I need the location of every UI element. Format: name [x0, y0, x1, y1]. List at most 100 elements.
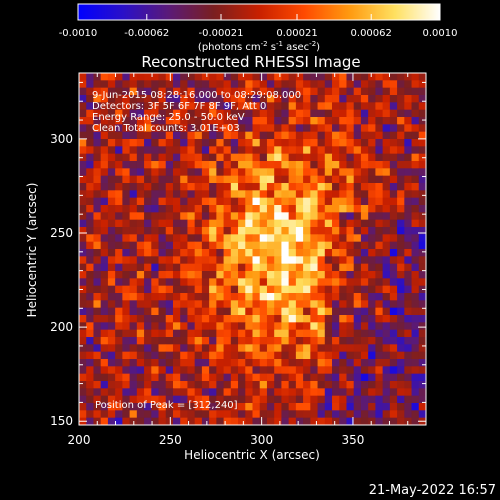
heatmap-cell — [252, 109, 261, 118]
heatmap-cell — [86, 212, 94, 221]
heatmap-cell — [274, 403, 282, 411]
heatmap-cell — [115, 212, 123, 221]
heatmap-cell — [295, 300, 304, 309]
heatmap-cell — [172, 139, 181, 147]
heatmap-cell — [397, 139, 405, 147]
heatmap-cell — [151, 102, 159, 111]
heatmap-cell — [382, 249, 391, 257]
heatmap-cell — [136, 117, 145, 125]
heatmap-cell — [216, 263, 224, 272]
heatmap-cell — [201, 337, 210, 345]
heatmap-cell — [332, 366, 340, 375]
heatmap-cell — [360, 95, 369, 103]
heatmap-cell — [339, 102, 347, 111]
heatmap-cell — [317, 329, 326, 338]
heatmap-cell — [418, 300, 426, 309]
heatmap-cell — [339, 256, 347, 265]
heatmap-cell — [382, 197, 391, 206]
heatmap-cell — [288, 381, 297, 389]
heatmap-cell — [266, 87, 275, 96]
heatmap-cell — [100, 168, 109, 177]
heatmap-cell — [245, 285, 253, 294]
heatmap-cell — [404, 80, 412, 89]
heatmap-cell — [317, 256, 326, 265]
heatmap-cell — [295, 278, 304, 287]
heatmap-cell — [353, 153, 362, 162]
heatmap-cell — [180, 102, 188, 111]
heatmap-cell — [295, 403, 304, 411]
heatmap-cell — [158, 410, 167, 419]
heatmap-cell — [310, 80, 318, 89]
heatmap-cell — [310, 395, 318, 404]
heatmap-cell — [353, 80, 362, 89]
heatmap-cell — [165, 190, 174, 199]
heatmap-cell — [360, 263, 369, 272]
heatmap-cell — [187, 403, 196, 411]
heatmap-cell — [115, 124, 123, 133]
heatmap-cell — [79, 337, 87, 345]
heatmap-cell — [324, 263, 333, 272]
heatmap-cell — [209, 109, 217, 118]
colorbar-ticks: -0.0010 -0.00062 -0.00021 0.00021 0.00062 0.0… — [59, 14, 458, 39]
heatmap-cell — [332, 197, 340, 206]
heatmap-cell — [389, 322, 398, 331]
heatmap-cell — [86, 395, 94, 404]
heatmap-cell — [360, 337, 369, 345]
heatmap-cell — [172, 241, 181, 250]
heatmap-cell — [368, 117, 376, 125]
heatmap-cell — [158, 373, 167, 382]
heatmap-cell — [245, 293, 253, 301]
heatmap-cell — [172, 366, 181, 375]
heatmap-cell — [136, 139, 145, 147]
heatmap-cell — [223, 241, 232, 250]
heatmap-cell — [295, 205, 304, 213]
heatmap-cell — [274, 124, 282, 133]
heatmap-cell — [266, 102, 275, 111]
heatmap-cell — [158, 124, 167, 133]
heatmap-cell — [100, 131, 109, 140]
heatmap-cell — [252, 153, 261, 162]
heatmap-cell — [288, 417, 297, 425]
heatmap-cell — [288, 102, 297, 111]
heatmap-cell — [266, 388, 275, 397]
heatmap-cell — [79, 263, 87, 272]
heatmap-cell — [353, 109, 362, 118]
heatmap-cell — [389, 278, 398, 287]
heatmap-cell — [303, 117, 311, 125]
heatmap-cell — [194, 249, 203, 257]
heatmap-cell — [411, 337, 420, 345]
heatmap-cell — [158, 227, 167, 235]
heatmap-cell — [216, 73, 224, 81]
heatmap-cell — [303, 153, 311, 162]
heatmap-cell — [266, 80, 275, 89]
heatmap-cell — [151, 293, 159, 301]
heatmap-cell — [274, 197, 282, 206]
heatmap-cell — [303, 278, 311, 287]
heatmap-cell — [274, 344, 282, 353]
heatmap-cell — [238, 168, 246, 177]
heatmap-cell — [397, 131, 405, 140]
heatmap-cell — [360, 219, 369, 228]
heatmap-cell — [259, 131, 268, 140]
heatmap-cell — [201, 168, 210, 177]
heatmap-cell — [230, 351, 239, 360]
heatmap-cell — [274, 300, 282, 309]
heatmap-cell — [281, 234, 290, 243]
heatmap-cell — [136, 219, 145, 228]
heatmap-cell — [245, 95, 253, 103]
heatmap-cell — [418, 197, 426, 206]
heatmap-cell — [295, 117, 304, 125]
heatmap-cell — [79, 329, 87, 338]
heatmap-cell — [411, 300, 420, 309]
heatmap-cell — [209, 80, 217, 89]
heatmap-cell — [129, 241, 138, 250]
heatmap-cell — [375, 410, 384, 419]
heatmap-cell — [122, 161, 131, 169]
heatmap-cell — [136, 381, 145, 389]
heatmap-cell — [79, 293, 87, 301]
heatmap-cell — [310, 293, 318, 301]
heatmap-cell — [107, 293, 116, 301]
heatmap-cell — [165, 256, 174, 265]
heatmap-cell — [115, 388, 123, 397]
heatmap-cell — [303, 161, 311, 169]
